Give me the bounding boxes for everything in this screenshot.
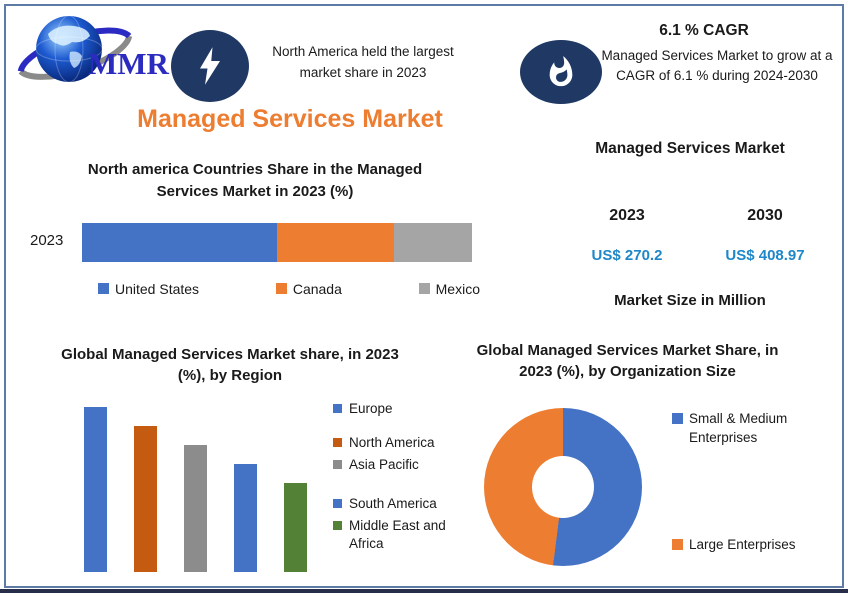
highlight-text: North America held the largest market sh… (272, 44, 454, 80)
legend-item-north-america: North America (333, 434, 471, 452)
legend-item-mexico: Mexico (418, 280, 480, 298)
legend-label: Europe (349, 401, 393, 416)
region-chart-title: Global Managed Services Market share, in… (61, 346, 399, 384)
legend-swatch-large-enterprises (672, 539, 683, 550)
lightning-bolt-icon (200, 47, 220, 85)
flame-badge (520, 40, 602, 104)
legend-swatch-north-america (333, 438, 342, 448)
stacked-segment-mexico (394, 223, 472, 262)
region-bar-north-america (134, 426, 157, 572)
legend-label: Large Enterprises (689, 537, 796, 552)
market-size-title: Managed Services Market (595, 140, 785, 157)
donut-hole (532, 456, 594, 518)
year-2023-label: 2023 (609, 207, 645, 224)
stacked-row-label: 2023 (30, 232, 64, 249)
cagr-title: 6.1 % CAGR (659, 22, 749, 39)
main-title: Managed Services Market (137, 105, 443, 133)
region-chart-plot (70, 407, 320, 572)
lightning-badge (171, 30, 249, 102)
legend-item-large-enterprises: Large Enterprises (672, 536, 822, 555)
mmr-logo: MMR (12, 8, 174, 90)
frame-border (4, 4, 844, 588)
region-bar-middle-east-and-africa (284, 483, 307, 572)
globe-swoosh-icon: MMR (17, 15, 170, 83)
legend-item-europe: Europe (333, 400, 471, 418)
value-2023: US$ 270.2 (591, 247, 663, 264)
stacked-legend: United States Canada Mexico (98, 280, 480, 298)
market-size-caption: Market Size in Million (614, 292, 766, 309)
value-2030: US$ 408.97 (725, 247, 805, 264)
legend-item-canada: Canada (275, 280, 342, 298)
legend-item-middle-east-africa: Middle East and Africa (333, 517, 471, 553)
legend-label: Middle East and Africa (349, 517, 446, 552)
cagr-text: Managed Services Market to grow at a CAG… (601, 48, 833, 84)
legend-label: Small & Medium Enterprises (689, 411, 788, 445)
legend-swatch-mexico (418, 283, 430, 294)
year-2030-label: 2030 (747, 207, 783, 224)
stacked-segment-united-states (82, 223, 277, 262)
region-bar-asia-pacific (184, 445, 207, 572)
flame-icon (549, 55, 573, 87)
stacked-segment-canada (277, 223, 394, 262)
legend-label: Mexico (435, 281, 480, 297)
bottom-strip (0, 589, 848, 593)
legend-swatch-south-america (333, 498, 342, 508)
region-bar-south-america (234, 464, 257, 572)
stacked-bar (82, 223, 472, 262)
legend-swatch-middle-east-africa (333, 520, 342, 530)
donut-chart (484, 408, 642, 566)
legend-label: South America (349, 495, 437, 511)
donut-chart-title: Global Managed Services Market Share, in… (476, 342, 779, 380)
market-size-years: 2023 2030 (558, 207, 834, 225)
market-size-values: US$ 270.2 US$ 408.97 (558, 247, 834, 264)
legend-item-south-america: South America (333, 495, 471, 513)
region-chart-legend: Europe North America Asia Pacific South … (333, 400, 471, 553)
legend-swatch-united-states (98, 283, 109, 294)
legend-item-united-states: United States (98, 280, 199, 298)
legend-label: Asia Pacific (349, 457, 419, 473)
legend-item-sme: Small & Medium Enterprises (672, 410, 822, 448)
legend-swatch-asia-pacific (333, 460, 342, 470)
legend-label: Canada (292, 281, 342, 297)
legend-item-asia-pacific: Asia Pacific (333, 456, 471, 474)
region-bar-europe (84, 407, 107, 572)
legend-swatch-sme (672, 413, 683, 424)
legend-swatch-canada (275, 283, 287, 294)
stacked-chart-title: North america Countries Share in the Man… (87, 161, 423, 200)
legend-swatch-europe (333, 404, 342, 413)
legend-label: North America (349, 435, 435, 451)
legend-label: United States (115, 281, 200, 297)
logo-text: MMR (88, 46, 170, 81)
